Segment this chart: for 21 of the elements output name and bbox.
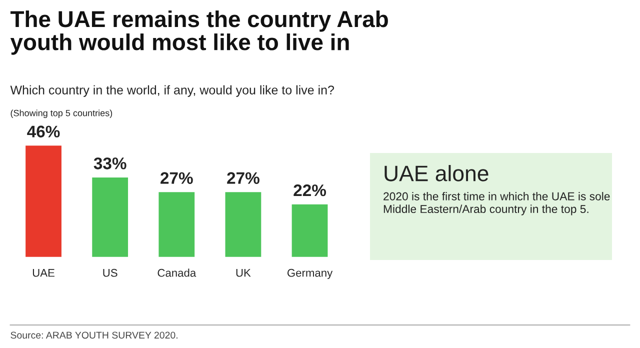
bar (24, 144, 63, 258)
x-tick-label: UAE (32, 269, 54, 277)
data-label: 22% (294, 184, 326, 196)
text: 2020 is the first time in which the UAE is sole Middle Eastern/Arab country in the top 5. (384, 192, 610, 216)
x-tick-label: UK (236, 269, 251, 277)
x-tick-label: Canada (158, 268, 196, 277)
bar (157, 190, 196, 258)
x-tick-label: Germany (287, 268, 333, 279)
source-note: Source: ARAB YOUTH SURVEY 2020. (10, 332, 178, 339)
text: (Showing top 5 countries) (10, 110, 112, 118)
x-tick-label: US (103, 268, 118, 277)
data-label: 27% (227, 172, 260, 184)
chart-title: The UAE remains the country Arab youth would most like to live in (10, 10, 388, 55)
text: UAE alone (384, 165, 488, 182)
chart-subtitle: Which country in the world, if any, would you like to live in? (10, 85, 334, 97)
bar (90, 176, 130, 258)
bar (224, 190, 263, 258)
bar (290, 202, 330, 258)
data-label: 46% (27, 126, 60, 138)
data-label: 27% (160, 172, 193, 184)
data-label: 33% (94, 157, 126, 170)
